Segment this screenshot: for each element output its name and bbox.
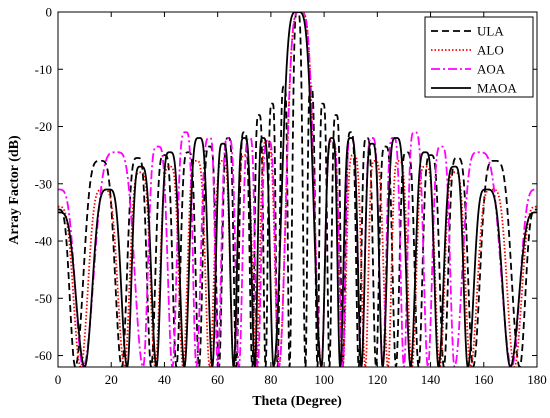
y-tick-label: -30 [35,176,52,191]
series-line-maoa [58,12,537,367]
legend-label-alo: ALO [477,43,504,58]
legend-label-maoa: MAOA [477,81,517,96]
x-tick-label: 160 [474,372,494,387]
ticks-layer: 0 20 40 60 80 100 120 140 160 180 0 -10 -20 -30 -40 -50… [35,5,547,388]
y-axis-title: Array Factor (dB) [7,135,22,245]
y-tick-label: -10 [35,62,52,77]
y-tick-label: -40 [35,234,52,249]
legend: ULA ALO AOA MAOA [424,16,534,98]
x-tick-label: 120 [368,372,388,387]
y-tick-label: -20 [35,119,52,134]
x-tick-label: 60 [211,372,224,387]
legend-label-aoa: AOA [477,62,506,77]
y-tick-label: -50 [35,291,52,306]
x-tick-label: 100 [314,372,334,387]
legend-label-ula: ULA [477,24,504,39]
y-tick-label: -60 [35,348,52,363]
x-tick-label: 80 [264,372,277,387]
series-line-aoa [58,12,537,367]
y-tick-label: 0 [46,5,53,20]
x-tick-label: 180 [527,372,547,387]
x-tick-label: 40 [158,372,171,387]
x-tick-label: 0 [55,372,62,387]
plot-frame [57,11,538,368]
x-tick-label: 20 [105,372,118,387]
x-axis-title: Theta (Degree) [252,394,342,409]
series-layer [58,12,537,367]
x-tick-label: 140 [421,372,441,387]
